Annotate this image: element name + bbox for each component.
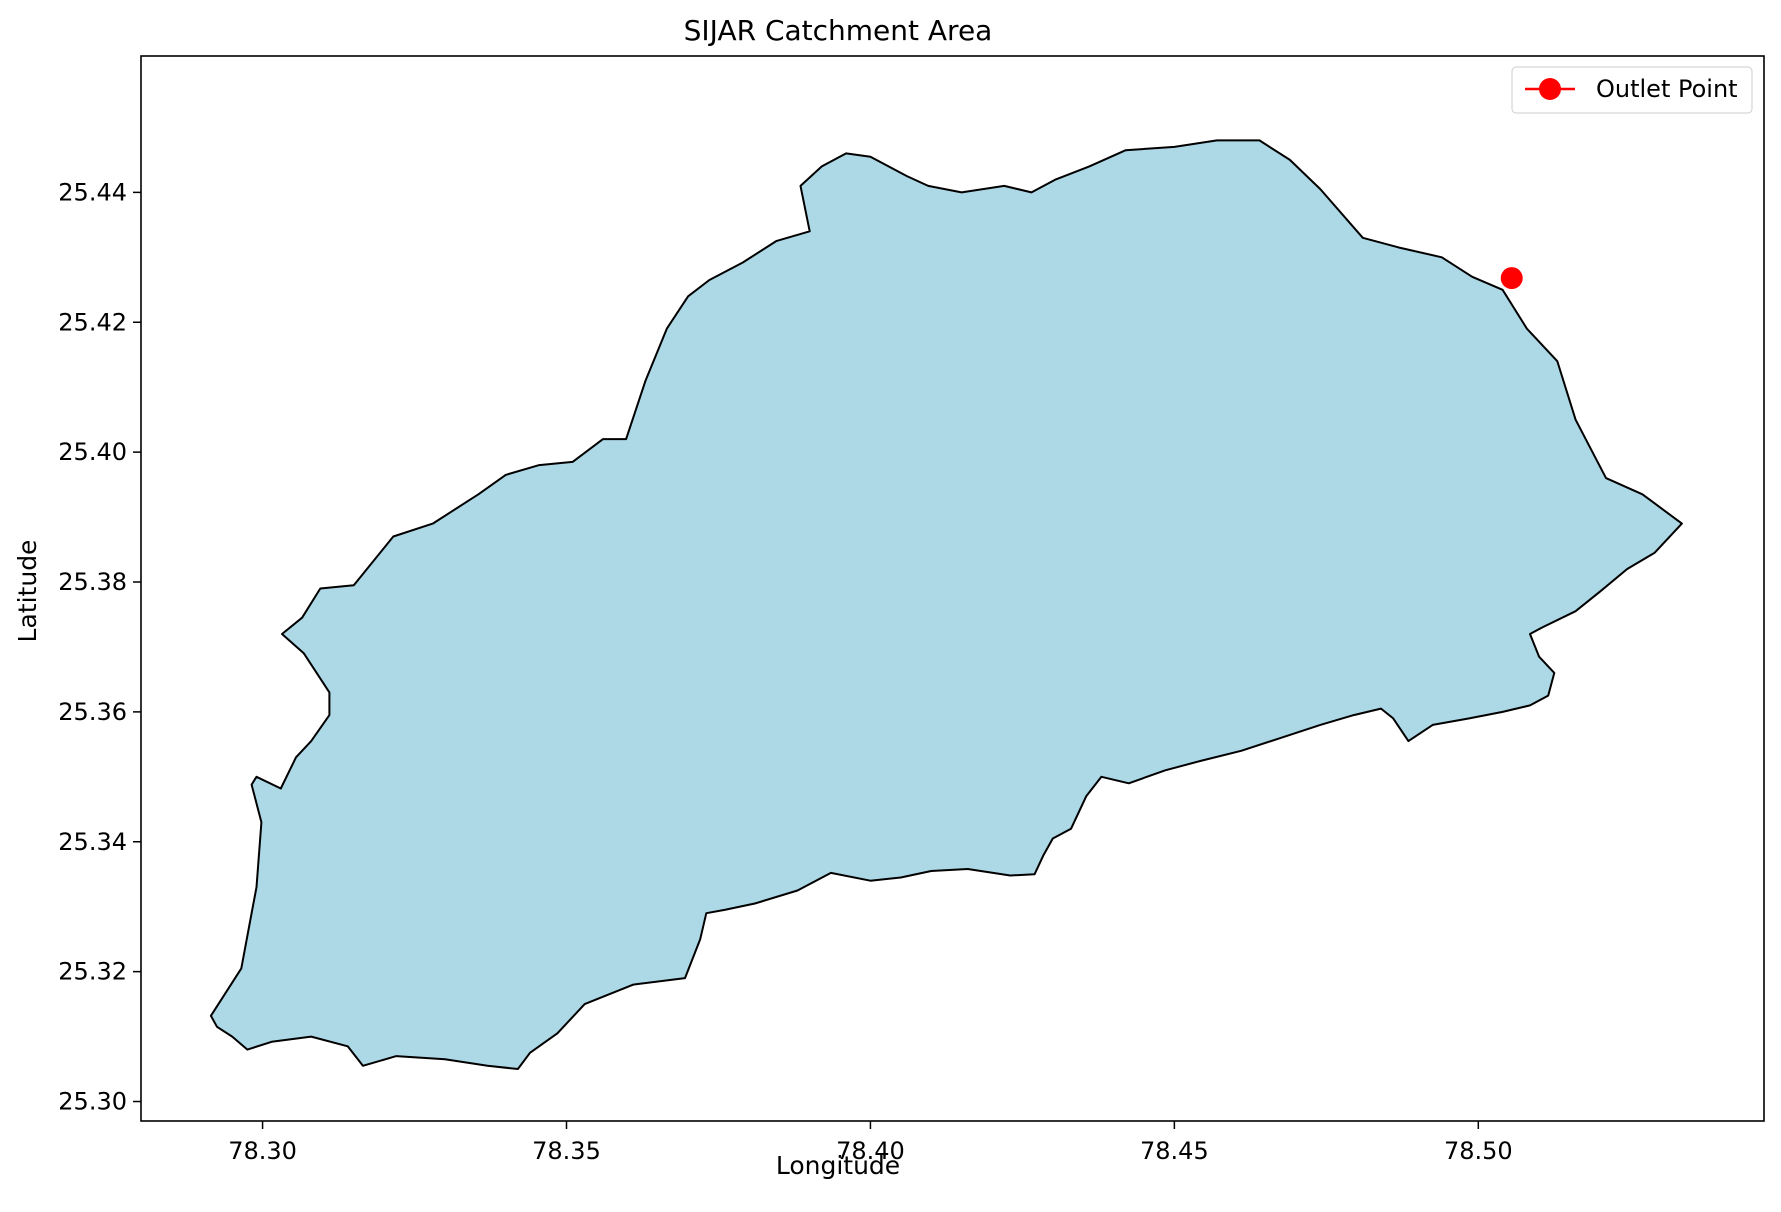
- y-tick-label: 25.36: [58, 698, 127, 726]
- legend-label: Outlet Point: [1596, 75, 1738, 103]
- y-tick-label: 25.30: [58, 1088, 127, 1116]
- y-tick-label: 25.42: [58, 308, 127, 336]
- y-axis-label: Latitude: [13, 540, 42, 643]
- y-tick-label: 25.40: [58, 438, 127, 466]
- chart-title: SIJAR Catchment Area: [684, 14, 993, 47]
- legend-marker-icon: [1539, 78, 1561, 100]
- x-tick-label: 78.50: [1444, 1137, 1513, 1165]
- y-tick-label: 25.38: [58, 568, 127, 596]
- plot-frame: [140, 55, 1765, 1122]
- y-tick-label: 25.34: [58, 828, 127, 856]
- x-tick-label: 78.35: [532, 1137, 601, 1165]
- legend: Outlet Point: [1511, 66, 1753, 114]
- x-tick-label: 78.40: [836, 1137, 905, 1165]
- outlet-point-marker: [1500, 267, 1523, 290]
- x-axis-ticks: 78.30 78.35 78.40 78.45 78.50: [228, 1121, 1513, 1165]
- x-tick-label: 78.30: [228, 1137, 297, 1165]
- legend-box: [1511, 66, 1753, 114]
- catchment-area-polygon: [209, 139, 1683, 1070]
- y-axis-ticks: 25.30 25.32 25.34 25.36 25.38 25.40 25.42 25.44: [58, 178, 141, 1116]
- y-tick-label: 25.44: [58, 178, 127, 206]
- x-axis-label: Longitude: [776, 1151, 900, 1180]
- x-tick-label: 78.45: [1140, 1137, 1209, 1165]
- y-tick-label: 25.32: [58, 958, 127, 986]
